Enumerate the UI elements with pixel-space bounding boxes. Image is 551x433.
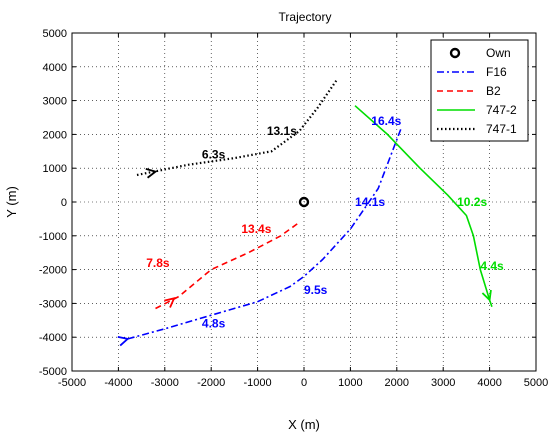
x-tick-label: 2000 (385, 377, 409, 389)
x-tick-label: 4000 (477, 377, 501, 389)
series-line-b2 (155, 221, 300, 310)
series-line-f16 (127, 127, 403, 340)
y-tick-label: -3000 (39, 298, 67, 310)
time-label-f16: 16.4s (371, 114, 401, 128)
y-tick-label: -2000 (39, 265, 67, 277)
x-tick-label: -4000 (104, 377, 132, 389)
y-tick-label: -1000 (39, 231, 67, 243)
time-label-747-1: 13.1s (267, 124, 297, 138)
y-tick-label: 2000 (43, 129, 67, 141)
axis-ticks: -5000 -4000 -3000 -2000 -1000 0 1000 2000 3000 40… (39, 28, 548, 389)
own-marker-layer (298, 196, 310, 208)
x-tick-label: -1000 (244, 377, 272, 389)
legend-label-747-2: 747-2 (486, 103, 517, 117)
x-tick-label: -3000 (151, 377, 179, 389)
time-label-f16: 9.5s (304, 283, 328, 297)
time-label-747-2: 4.4s (480, 259, 504, 273)
y-tick-label: 1000 (43, 163, 67, 175)
y-tick-label: -5000 (39, 366, 67, 378)
x-tick-label: 3000 (431, 377, 455, 389)
y-tick-label: 5000 (43, 28, 67, 40)
x-tick-label: 5000 (524, 377, 548, 389)
own-marker (298, 196, 310, 208)
x-tick-label: -5000 (58, 377, 86, 389)
legend-label-747-1: 747-1 (486, 122, 517, 136)
time-label-f16: 4.8s (202, 317, 226, 331)
y-tick-label: 3000 (43, 96, 67, 108)
arrow-747-2 (481, 289, 492, 302)
time-label-747-2: 10.2s (457, 195, 487, 209)
arrow-f16 (117, 336, 130, 347)
time-labels: 4.8s 9.5s 14.1s 16.4s 7.8s 13.4s 10.2s 4.4s 6.3s… (146, 114, 504, 331)
chart-title: Trajectory (279, 10, 332, 24)
arrow-747-1 (145, 168, 158, 179)
series-layer (117, 79, 493, 347)
arrow-b2 (164, 297, 176, 308)
series-line-747-1 (136, 79, 338, 177)
legend-label-f16: F16 (486, 65, 507, 79)
legend-own-marker (449, 47, 461, 59)
x-tick-label: -2000 (197, 377, 225, 389)
legend-label-own: Own (486, 46, 511, 60)
x-tick-label: 0 (301, 377, 307, 389)
legend-label-b2: B2 (486, 84, 501, 98)
time-label-b2: 7.8s (146, 256, 170, 270)
x-tick-label: 1000 (338, 377, 362, 389)
y-tick-label: 4000 (43, 62, 67, 74)
series-line-747-2 (354, 105, 493, 308)
y-tick-label: 0 (61, 197, 67, 209)
time-label-f16: 14.1s (355, 195, 385, 209)
legend: Own F16 B2 747-2 747-1 (430, 39, 529, 142)
y-axis-title: Y (m) (4, 186, 19, 218)
x-axis-title: X (m) (288, 417, 320, 432)
time-label-747-1: 6.3s (202, 148, 226, 162)
y-tick-label: -4000 (39, 332, 67, 344)
time-label-b2: 13.4s (241, 222, 271, 236)
